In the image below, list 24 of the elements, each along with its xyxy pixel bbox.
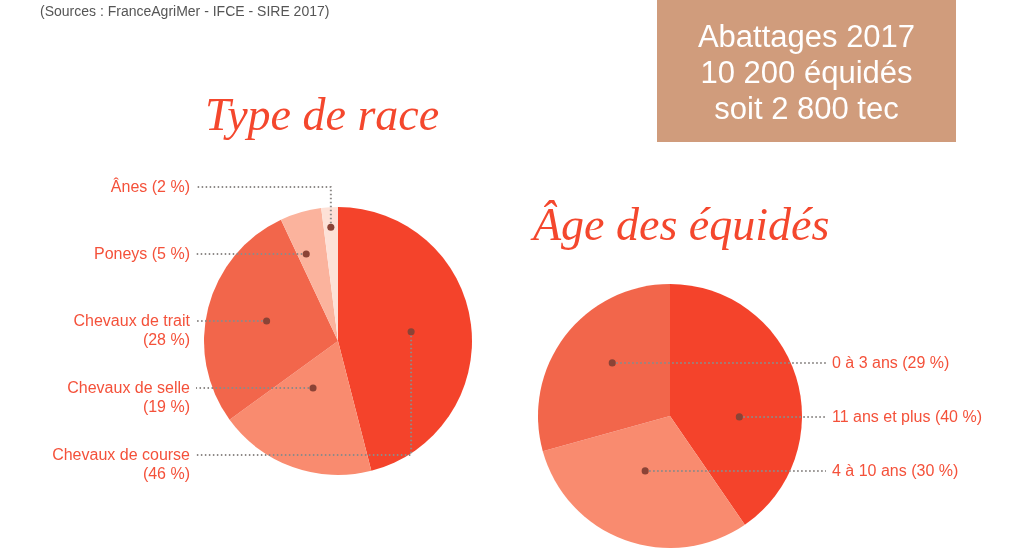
text: soit 2 800 tec xyxy=(714,91,899,126)
slice-label: 4 à 10 ans (30 %) xyxy=(832,461,959,479)
slice-label: Poneys (5 %) xyxy=(93,245,190,262)
slice-label: Chevaux de trait xyxy=(73,312,191,329)
slice-label: Ânes (2 %) xyxy=(110,177,190,195)
pie-slice xyxy=(538,284,670,452)
pie-slice xyxy=(204,219,338,420)
pie-slice xyxy=(338,207,472,471)
pie-slice xyxy=(229,341,372,475)
data-label: (46 %) xyxy=(142,465,190,482)
data-label: (19 %) xyxy=(142,398,190,415)
text: (Sources : FranceAgriMer - IFCE - SIRE 2017) xyxy=(40,3,330,19)
slice-label: 11 ans et plus (40 %) xyxy=(832,407,983,425)
slice-label: 0 à 3 ans (29 %) xyxy=(832,353,950,371)
pie-slice xyxy=(280,208,338,341)
slice-label: Chevaux de course xyxy=(52,446,191,463)
slice-label: Chevaux de selle xyxy=(67,379,191,396)
chart-title: Âge des équidés xyxy=(530,199,830,250)
pie-slice xyxy=(670,284,802,525)
data-label: (28 %) xyxy=(142,331,190,348)
pie-slice xyxy=(542,416,745,548)
text: Abattages 2017 xyxy=(697,19,916,54)
chart-title: Type de race xyxy=(205,89,440,140)
text: 10 200 équidés xyxy=(700,55,913,90)
